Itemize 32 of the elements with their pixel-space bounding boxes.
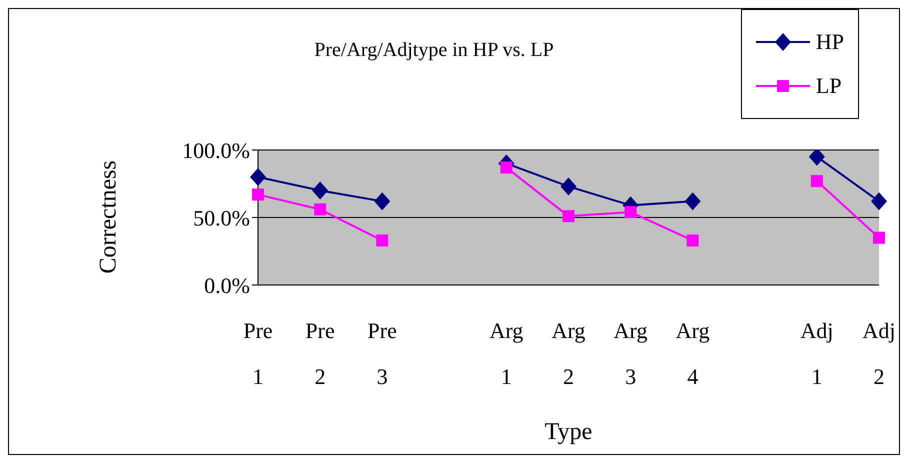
legend-label: HP <box>816 29 844 55</box>
y-axis-title: Correctness <box>96 160 122 274</box>
x-tick-label: Pre 1 <box>243 318 273 389</box>
point <box>252 188 264 201</box>
x-tick-label: Arg 4 <box>676 318 710 389</box>
x-tick-label: Pre 2 <box>305 318 335 389</box>
point <box>500 162 512 174</box>
legend-label: LP <box>816 73 842 99</box>
point <box>684 192 701 210</box>
chart-title: Pre/Arg/Adjtype in HP vs. LP <box>313 39 555 62</box>
point <box>624 206 637 218</box>
point <box>560 177 576 196</box>
y-tick-label: 100.0% <box>182 138 250 163</box>
y-tick-label: 0.0% <box>204 272 250 298</box>
point <box>374 192 390 210</box>
point <box>562 210 574 222</box>
x-tick-label: Arg 3 <box>614 318 648 389</box>
y-tick-label: 50.0% <box>193 205 250 230</box>
x-tick-label: Pre 3 <box>368 318 397 389</box>
point <box>871 192 887 210</box>
point <box>376 234 388 246</box>
x-tick-label: Adj 1 <box>800 318 834 389</box>
point <box>314 203 326 216</box>
point <box>686 234 699 246</box>
point <box>810 175 823 188</box>
point <box>250 168 266 186</box>
x-axis-title: Type <box>544 419 594 446</box>
x-tick-label: Arg 2 <box>552 318 586 389</box>
point <box>873 232 885 244</box>
x-tick-label: Arg 1 <box>489 318 524 389</box>
point <box>312 182 328 200</box>
x-tick-label: Adj 2 <box>862 318 896 389</box>
